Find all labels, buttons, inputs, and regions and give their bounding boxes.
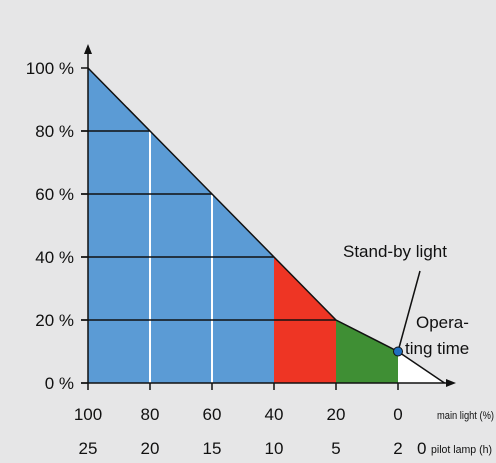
x-tick-label-main-1: 80 — [141, 405, 160, 424]
x-tick-label-pilot-3: 10 — [265, 439, 284, 458]
standby-pointer-line — [397, 270, 421, 352]
x-tick-label-pilot-1: 20 — [141, 439, 160, 458]
region-0 — [88, 68, 274, 383]
x-axis-pilot-zero: 0 — [417, 439, 426, 458]
y-axis-arrow — [84, 44, 92, 54]
y-tick-label-4: 80 % — [35, 122, 74, 141]
x-axis-arrow — [446, 379, 456, 387]
x-tick-label-main-2: 60 — [203, 405, 222, 424]
x-axis-pilot-label: pilot lamp (h) — [431, 444, 492, 456]
x-tick-label-main-4: 20 — [327, 405, 346, 424]
y-tick-label-1: 20 % — [35, 311, 74, 330]
y-tick-label-0: 0 % — [45, 374, 74, 393]
x-tick-label-pilot-2: 15 — [203, 439, 222, 458]
y-tick-label-5: 100 % — [26, 59, 74, 78]
standby-label: Stand-by light — [343, 242, 447, 261]
standby-point — [393, 346, 403, 357]
region-2 — [336, 320, 398, 383]
x-tick-label-main-0: 100 — [74, 405, 102, 424]
x-axis-main-label: main light (%) — [437, 410, 494, 422]
y-tick-label-3: 60 % — [35, 185, 74, 204]
x-tick-label-pilot-5: 2 — [393, 439, 402, 458]
y-tick-label-2: 40 % — [35, 248, 74, 267]
x-tick-label-pilot-0: 25 — [79, 439, 98, 458]
operating-label-line2: ting time — [405, 339, 469, 358]
x-tick-label-main-3: 40 — [265, 405, 284, 424]
x-tick-label-pilot-4: 5 — [331, 439, 340, 458]
x-tick-label-main-5: 0 — [393, 405, 402, 424]
operating-label-line1: Opera- — [416, 313, 469, 332]
